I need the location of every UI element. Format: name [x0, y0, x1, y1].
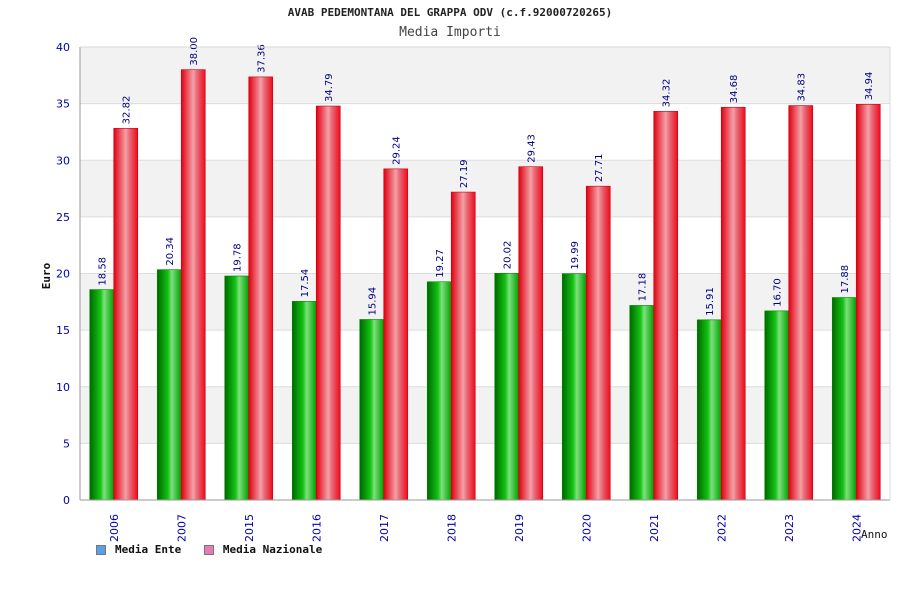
bar-media-nazionale-2016 [315, 105, 341, 501]
bar-media-ente-2017 [359, 319, 385, 501]
x-tick-label-2006: 2006 [108, 514, 121, 542]
x-axis-label: Anno [861, 528, 888, 541]
legend-label-media-ente: Media Ente [115, 543, 182, 556]
data-label-media-nazionale-2023: 34.83 [797, 73, 808, 102]
bar-media-nazionale-2024 [855, 104, 881, 501]
bar-media-nazionale-2019 [518, 166, 544, 501]
x-tick-label-2021: 2021 [648, 514, 661, 542]
bar-media-ente-2024 [831, 297, 857, 501]
bar-media-nazionale-2023 [788, 105, 814, 501]
data-label-media-ente-2020: 19.99 [570, 241, 581, 270]
bar-media-ente-2021 [629, 305, 655, 501]
data-label-media-nazionale-2015: 37.36 [257, 44, 268, 73]
data-label-media-nazionale-2019: 29.43 [527, 134, 538, 163]
data-label-media-ente-2017: 15.94 [368, 287, 379, 316]
data-label-media-nazionale-2017: 29.24 [392, 136, 403, 165]
x-tick-label-2007: 2007 [175, 514, 188, 542]
legend: Media Ente Media Nazionale [96, 543, 338, 558]
bar-media-ente-2018 [426, 281, 452, 501]
y-tick-label: 35 [56, 98, 70, 111]
legend-label-media-nazionale: Media Nazionale [222, 543, 323, 556]
x-tick-label-2019: 2019 [513, 514, 526, 542]
data-label-media-nazionale-2016: 34.79 [324, 73, 335, 102]
legend-swatch-media-ente [96, 544, 106, 555]
data-label-media-ente-2018: 19.27 [435, 249, 446, 278]
data-label-media-ente-2023: 16.70 [773, 278, 784, 307]
bar-media-ente-2016 [291, 301, 317, 501]
legend-item-media-ente: Media Ente [96, 543, 181, 556]
data-label-media-ente-2006: 18.58 [98, 257, 109, 286]
data-label-media-ente-2019: 20.02 [503, 241, 514, 270]
y-tick-label: 10 [56, 381, 70, 394]
bar-media-ente-2006 [89, 289, 115, 501]
data-label-media-nazionale-2022: 34.68 [729, 75, 740, 104]
x-tick-label-2020: 2020 [580, 514, 593, 542]
chart-subtitle: Media Importi [399, 25, 501, 40]
data-label-media-ente-2022: 15.91 [705, 287, 716, 316]
x-tick-label-2018: 2018 [445, 514, 458, 542]
data-label-media-ente-2015: 19.78 [233, 243, 244, 272]
bar-media-ente-2019 [494, 272, 520, 501]
x-tick-label-2016: 2016 [310, 514, 323, 542]
bar-media-ente-2020 [561, 273, 587, 501]
y-tick-label: 5 [63, 437, 70, 450]
bar-media-ente-2023 [764, 310, 790, 501]
x-tick-label-2024: 2024 [850, 514, 863, 542]
x-tick-label-2015: 2015 [243, 514, 256, 542]
bar-media-ente-2007 [156, 269, 182, 501]
plot-band [80, 103, 890, 161]
plot-band [80, 443, 890, 500]
x-tick-label-2022: 2022 [715, 514, 728, 542]
bar-media-nazionale-2015 [248, 76, 274, 501]
data-label-media-nazionale-2007: 38.00 [189, 37, 200, 66]
bar-media-ente-2015 [224, 275, 250, 501]
chart-title: AVAB PEDEMONTANA DEL GRAPPA ODV (c.f.920… [287, 6, 613, 19]
data-label-media-nazionale-2024: 34.94 [864, 72, 875, 101]
x-tick-label-2017: 2017 [378, 514, 391, 542]
data-label-media-ente-2021: 17.18 [638, 273, 649, 302]
y-tick-label: 0 [63, 494, 70, 507]
y-tick-label: 20 [56, 268, 70, 281]
bar-media-ente-2022 [696, 319, 722, 501]
data-label-media-ente-2007: 20.34 [165, 237, 176, 266]
data-label-media-nazionale-2018: 27.19 [459, 159, 470, 188]
data-label-media-nazionale-2021: 34.32 [662, 79, 673, 108]
bar-media-nazionale-2018 [450, 191, 476, 501]
plot-band [80, 330, 890, 387]
y-tick-label: 40 [56, 41, 70, 54]
bar-media-nazionale-2006 [113, 128, 139, 501]
data-label-media-nazionale-2020: 27.71 [594, 154, 605, 183]
bar-media-nazionale-2017 [383, 168, 409, 501]
data-label-media-ente-2016: 17.54 [300, 269, 311, 298]
y-axis-label: Euro [40, 262, 53, 289]
data-label-media-ente-2024: 17.88 [840, 265, 851, 294]
bar-media-nazionale-2021 [653, 111, 679, 501]
plot-band [80, 386, 890, 444]
y-tick-label: 15 [56, 324, 70, 337]
bar-media-nazionale-2007 [180, 69, 206, 501]
y-tick-label: 30 [56, 154, 70, 167]
legend-item-media-nazionale: Media Nazionale [203, 543, 323, 556]
bar-media-nazionale-2020 [585, 185, 611, 501]
bar-media-nazionale-2022 [720, 106, 746, 501]
plot-band [80, 47, 890, 104]
plot-band [80, 160, 890, 217]
data-label-media-nazionale-2006: 32.82 [122, 96, 133, 125]
x-tick-label-2023: 2023 [783, 514, 796, 542]
legend-swatch-media-nazionale [203, 544, 214, 555]
plot-band [80, 216, 890, 274]
y-tick-label: 25 [56, 211, 70, 224]
plot-band [80, 273, 890, 331]
